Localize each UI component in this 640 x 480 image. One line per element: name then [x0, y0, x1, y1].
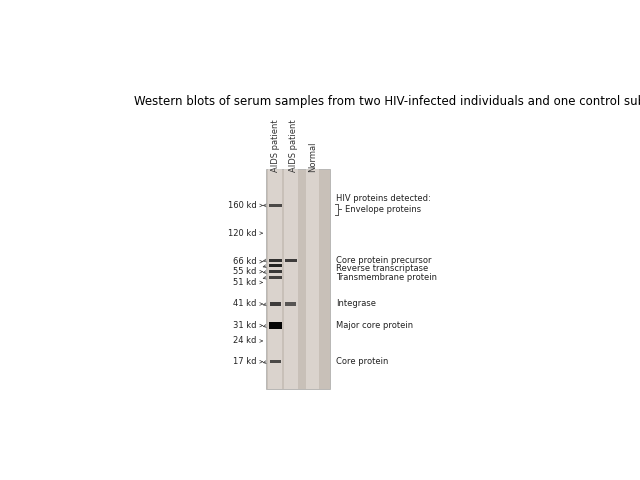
Bar [266, 169, 330, 389]
Text: Western blots of serum samples from two HIV-infected individuals and one control: Western blots of serum samples from two … [134, 95, 640, 108]
Text: 160 kd: 160 kd [228, 201, 257, 210]
Bar [305, 169, 319, 389]
Bar [270, 360, 281, 363]
Text: 17 kd: 17 kd [233, 357, 257, 366]
Bar [269, 259, 282, 262]
Text: 31 kd: 31 kd [233, 321, 257, 330]
Bar [268, 169, 282, 389]
Text: Major core protein: Major core protein [336, 321, 413, 330]
Bar [269, 204, 282, 207]
Bar [285, 302, 296, 306]
Text: AIDS patient: AIDS patient [289, 119, 298, 171]
Bar [269, 264, 282, 267]
Text: 41 kd: 41 kd [234, 300, 257, 309]
Text: 55 kd: 55 kd [234, 267, 257, 276]
Text: Core protein: Core protein [336, 357, 388, 366]
Text: AIDS patient: AIDS patient [271, 119, 280, 171]
Bar [269, 270, 282, 273]
Text: 24 kd: 24 kd [234, 336, 257, 346]
Text: 120 kd: 120 kd [228, 228, 257, 238]
Bar [270, 302, 281, 306]
Text: Core protein precursor: Core protein precursor [336, 256, 431, 264]
Text: Normal: Normal [308, 141, 317, 171]
Bar [284, 169, 298, 389]
Text: Reverse transcriptase: Reverse transcriptase [336, 264, 428, 273]
Text: Integrase: Integrase [336, 300, 376, 309]
Text: 51 kd: 51 kd [234, 278, 257, 287]
Text: Envelope proteins: Envelope proteins [345, 205, 421, 214]
Text: 66 kd: 66 kd [233, 257, 257, 266]
Bar [269, 323, 282, 329]
Bar [285, 259, 297, 262]
Text: HIV proteins detected:: HIV proteins detected: [336, 194, 431, 203]
Bar [269, 276, 282, 278]
Text: Transmembrane protein: Transmembrane protein [336, 273, 436, 282]
